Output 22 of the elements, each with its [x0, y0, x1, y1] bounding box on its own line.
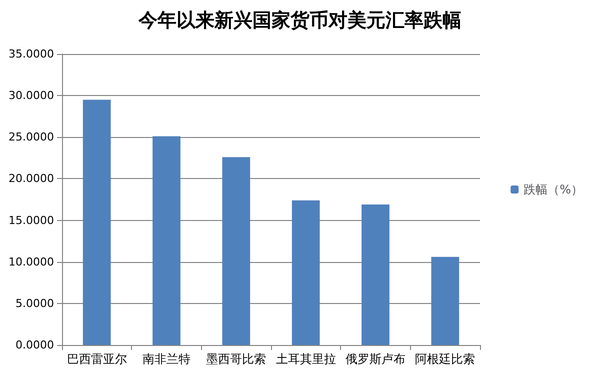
y-tick-label: 35.0000: [8, 48, 54, 60]
y-tick-label: 30.0000: [8, 89, 54, 102]
y-tick-label: 25.0000: [8, 130, 54, 144]
y-tick-label: 5.0000: [16, 296, 54, 310]
y-tick-label: 0.0000: [16, 338, 54, 352]
y-tick-label: 10.0000: [8, 255, 54, 268]
y-tick-label: 20.0000: [8, 172, 54, 186]
bar: [431, 256, 460, 345]
bar: [82, 100, 111, 345]
bar: [152, 136, 180, 345]
bar: [292, 200, 320, 345]
x-tick-label: 墨西哥比索: [206, 352, 266, 366]
legend-label: 跌幅（%）: [524, 182, 584, 196]
chart-title: 今年以来新兴国家货币对美元汇率跌幅: [138, 10, 462, 32]
x-tick-label: 阿根廷比索: [415, 352, 476, 366]
x-tick-label: 南非兰特: [142, 352, 190, 366]
y-tick-label: 15.0000: [8, 214, 54, 227]
bar: [362, 204, 390, 345]
x-tick-label: 俄罗斯卢布: [346, 352, 406, 366]
bar: [222, 157, 250, 345]
x-tick-label: 巴西雷亚尔: [66, 352, 127, 366]
x-tick-label: 土耳其里拉: [276, 352, 336, 366]
